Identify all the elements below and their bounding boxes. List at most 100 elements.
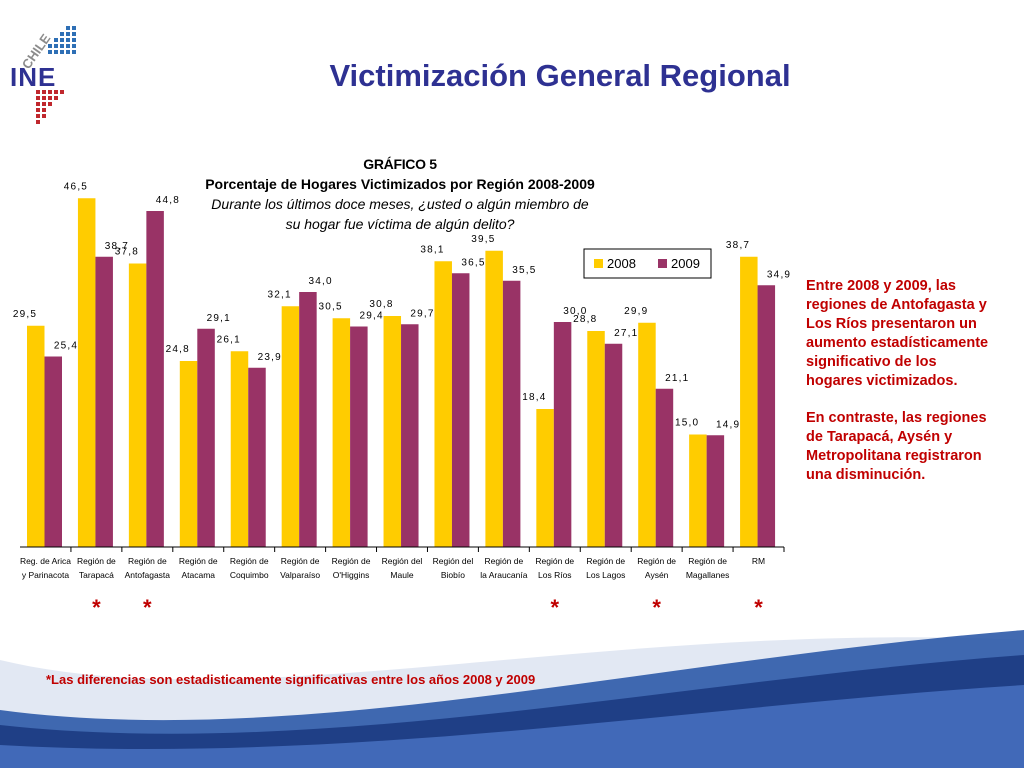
bar-2009 bbox=[553, 322, 572, 547]
data-label-2009: 29,4 bbox=[359, 311, 383, 322]
decorative-waves bbox=[0, 630, 1024, 768]
bar-2008 bbox=[281, 306, 300, 547]
bar-2009 bbox=[757, 285, 776, 547]
bar-2008 bbox=[638, 322, 656, 547]
bar-2009 bbox=[655, 388, 674, 547]
data-label-2008: 15,0 bbox=[675, 418, 699, 429]
ine-chile-logo: CHILE INE bbox=[10, 26, 76, 124]
data-label-2009: 29,1 bbox=[207, 313, 231, 324]
x-tick-label: Región de bbox=[535, 556, 574, 566]
bar-2008 bbox=[689, 434, 707, 547]
data-label-2008: 32,1 bbox=[268, 289, 292, 300]
chart-subtitle: Porcentaje de Hogares Victimizados por R… bbox=[205, 176, 595, 192]
x-tick-label: Antofagasta bbox=[125, 570, 171, 580]
bar-2008 bbox=[536, 409, 554, 547]
bar-2009 bbox=[197, 328, 215, 547]
bar-2008 bbox=[740, 256, 758, 547]
legend-label-2008: 2008 bbox=[607, 256, 636, 271]
bar-2009 bbox=[706, 435, 725, 547]
side-note-increase: Entre 2008 y 2009, las regiones de Antof… bbox=[806, 278, 989, 389]
x-tick-label: Región de bbox=[332, 556, 371, 566]
x-tick-label: la Araucanía bbox=[480, 570, 528, 580]
footnote: *Las diferencias son estadisticamente si… bbox=[46, 672, 536, 687]
data-label-2008: 30,8 bbox=[369, 299, 393, 310]
x-tick-label: Reg. de Arica bbox=[20, 556, 71, 566]
chart-heading: GRÁFICO 5 Porcentaje de Hogares Victimiz… bbox=[150, 154, 650, 234]
legend-swatch-2009 bbox=[658, 259, 667, 268]
x-tick-label: Región de bbox=[179, 556, 218, 566]
x-tick-label: Región de bbox=[230, 556, 269, 566]
data-label-2008: 37,8 bbox=[115, 247, 139, 258]
x-tick-label: Región de bbox=[586, 556, 625, 566]
bar-2009 bbox=[604, 343, 623, 547]
legend-label-2009: 2009 bbox=[671, 256, 700, 271]
bar-2009 bbox=[299, 292, 317, 547]
data-label-2008: 24,8 bbox=[166, 344, 190, 355]
x-tick-label: Maule bbox=[390, 570, 413, 580]
x-tick-label: Tarapacá bbox=[79, 570, 114, 580]
bar-2009 bbox=[502, 280, 521, 547]
data-label-2008: 29,5 bbox=[13, 309, 37, 320]
data-label-2009: 34,9 bbox=[767, 269, 791, 280]
data-label-2009: 27,1 bbox=[614, 328, 638, 339]
x-tick-label: Región de bbox=[128, 556, 167, 566]
data-label-2008: 30,5 bbox=[318, 301, 342, 312]
bar-2008 bbox=[179, 361, 198, 547]
logo-dot-grid bbox=[36, 26, 76, 124]
data-label-2009: 14,9 bbox=[716, 419, 740, 430]
bar-2008 bbox=[27, 325, 45, 547]
data-label-2009: 36,5 bbox=[461, 257, 485, 268]
data-label-2008: 46,5 bbox=[64, 181, 88, 192]
data-label-2008: 39,5 bbox=[471, 234, 495, 245]
data-label-2008: 18,4 bbox=[522, 392, 546, 403]
bar-2008 bbox=[128, 263, 147, 547]
side-note-decrease: En contraste, las regiones de Tarapacá, … bbox=[806, 410, 987, 483]
bar-2009 bbox=[44, 356, 62, 547]
data-label-2009: 21,1 bbox=[665, 373, 689, 384]
bar-2009 bbox=[248, 367, 266, 547]
x-tick-label: Coquimbo bbox=[230, 570, 269, 580]
data-label-2009: 30,0 bbox=[563, 306, 587, 317]
chart-question-line-2: su hogar fue víctima de algún delito? bbox=[285, 216, 515, 232]
bar-2009 bbox=[95, 256, 113, 547]
x-tick-label: Región de bbox=[484, 556, 523, 566]
data-label-2008: 28,8 bbox=[573, 314, 597, 325]
data-label-2009: 35,5 bbox=[512, 265, 536, 276]
x-tick-label: Los Ríos bbox=[538, 570, 572, 580]
data-label-2009: 25,4 bbox=[54, 341, 78, 352]
x-tick-label: Biobío bbox=[441, 570, 465, 580]
x-tick-label: Aysén bbox=[645, 570, 669, 580]
data-label-2008: 26,1 bbox=[217, 334, 241, 345]
logo-org: INE bbox=[10, 62, 56, 92]
data-label-2009: 23,9 bbox=[258, 352, 282, 363]
data-label-2009: 29,7 bbox=[410, 308, 434, 319]
side-note: Entre 2008 y 2009, las regiones de Antof… bbox=[806, 277, 996, 503]
x-tick-label: Región de bbox=[77, 556, 116, 566]
x-tick-label: Región del bbox=[382, 556, 423, 566]
legend-swatch-2008 bbox=[594, 259, 603, 268]
data-label-2008: 38,1 bbox=[420, 244, 444, 255]
bar-2008 bbox=[230, 351, 249, 547]
chart-question-line-1: Durante los últimos doce meses, ¿usted o… bbox=[211, 196, 589, 212]
data-label-2008: 29,9 bbox=[624, 306, 648, 317]
chart-label: GRÁFICO 5 bbox=[363, 156, 437, 172]
bar-2008 bbox=[332, 318, 351, 547]
x-tick-label: y Parinacota bbox=[22, 570, 70, 580]
x-tick-label: Valparaíso bbox=[280, 570, 320, 580]
bar-2008 bbox=[383, 316, 402, 547]
bar-2008 bbox=[485, 250, 503, 547]
legend-box bbox=[583, 248, 712, 279]
bar-2009 bbox=[401, 324, 419, 547]
data-label-2009: 34,0 bbox=[309, 276, 333, 287]
bar-2008 bbox=[77, 198, 96, 547]
bar-2008 bbox=[434, 261, 452, 547]
x-tick-label: O'Higgins bbox=[333, 570, 370, 580]
x-tick-label: Región de bbox=[281, 556, 320, 566]
x-tick-label: Región de bbox=[637, 556, 676, 566]
x-tick-label: RM bbox=[752, 556, 765, 566]
bar-2009 bbox=[451, 273, 470, 547]
x-tick-label: Región del bbox=[433, 556, 474, 566]
x-tick-label: Región de bbox=[688, 556, 727, 566]
data-label-2009: 38,7 bbox=[105, 241, 129, 252]
bar-2009 bbox=[146, 211, 164, 547]
